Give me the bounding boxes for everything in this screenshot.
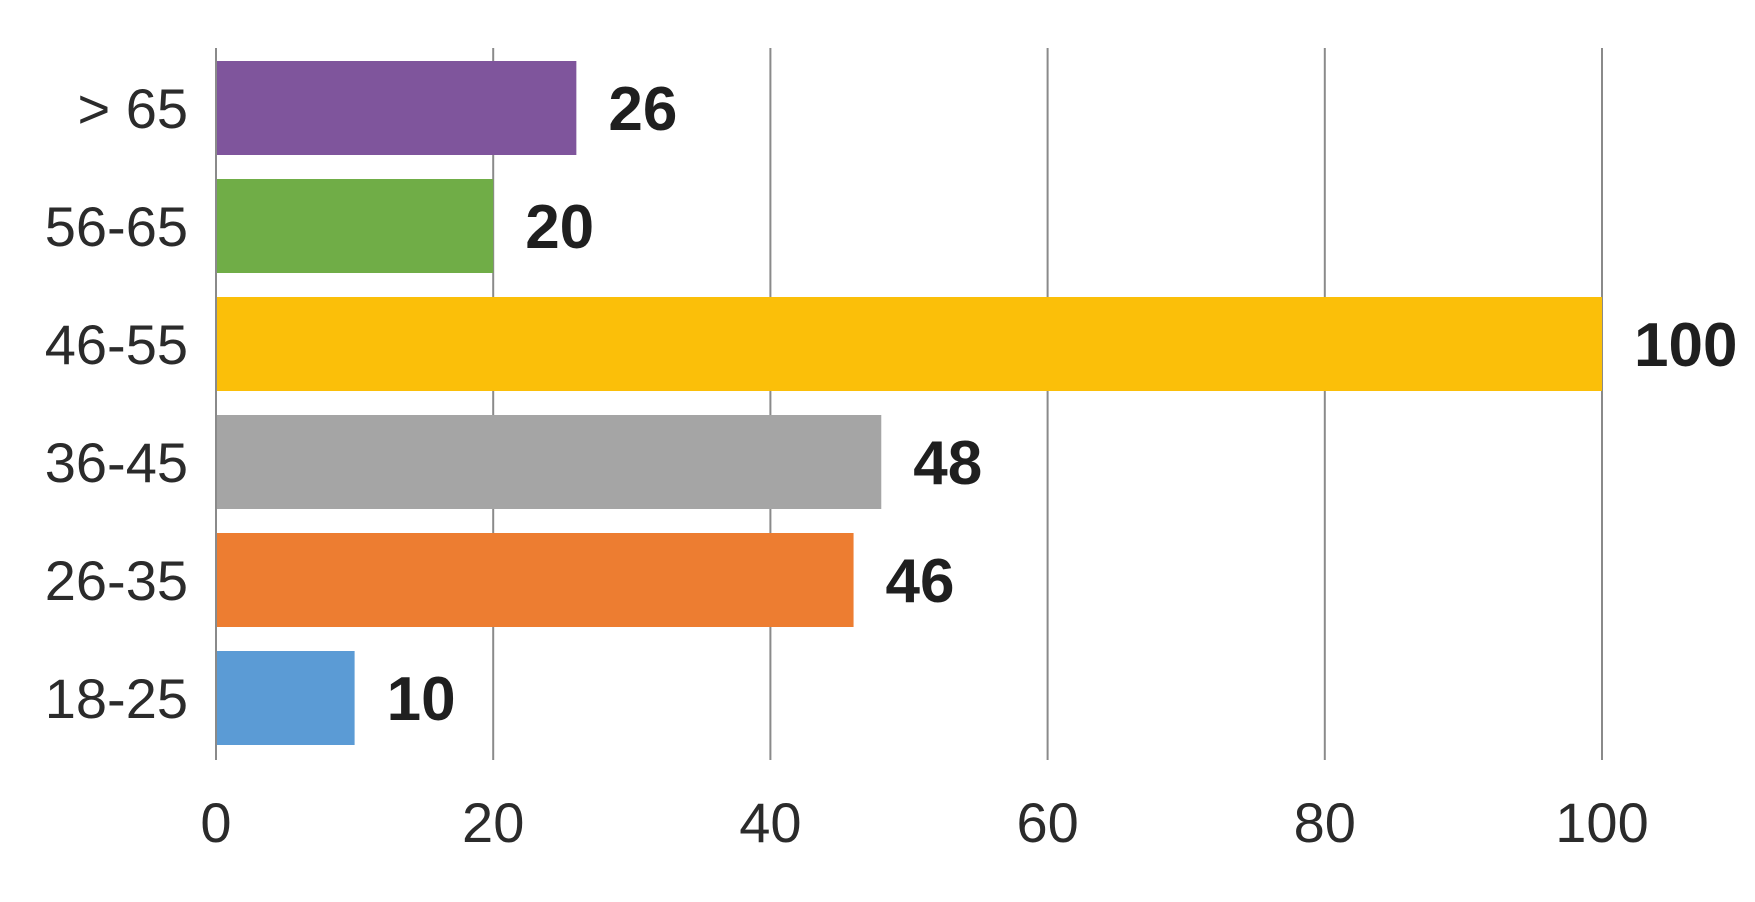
x-tick-label: 80 <box>1294 791 1356 854</box>
value-label: 100 <box>1634 311 1737 380</box>
x-tick-label: 60 <box>1016 791 1078 854</box>
category-label: 46-55 <box>45 313 188 376</box>
x-axis-tick-labels: 0 20 40 60 80 100 <box>200 791 1648 854</box>
value-label: 46 <box>886 547 955 616</box>
category-label: > 65 <box>77 77 188 140</box>
x-tick-label: 0 <box>200 791 231 854</box>
category-label: 26-35 <box>45 549 188 612</box>
value-label: 26 <box>608 75 677 144</box>
value-label: 48 <box>913 429 982 498</box>
bar-26-35 <box>217 533 854 627</box>
x-tick-label: 40 <box>739 791 801 854</box>
bar-46-55 <box>217 297 1602 391</box>
bar-65 <box>217 61 577 155</box>
x-tick-label: 20 <box>462 791 524 854</box>
category-labels: > 65 56-65 46-55 36-45 26-35 18-25 <box>45 77 188 730</box>
bar-18-25 <box>217 651 355 745</box>
bar-56-65 <box>217 179 494 273</box>
value-label: 20 <box>525 193 594 262</box>
bar-36-45 <box>217 415 882 509</box>
category-label: 36-45 <box>45 431 188 494</box>
bars <box>217 61 1602 745</box>
category-label: 56-65 <box>45 195 188 258</box>
value-label: 10 <box>387 665 456 734</box>
category-label: 18-25 <box>45 667 188 730</box>
x-tick-label: 100 <box>1555 791 1648 854</box>
gridlines <box>215 48 1603 760</box>
